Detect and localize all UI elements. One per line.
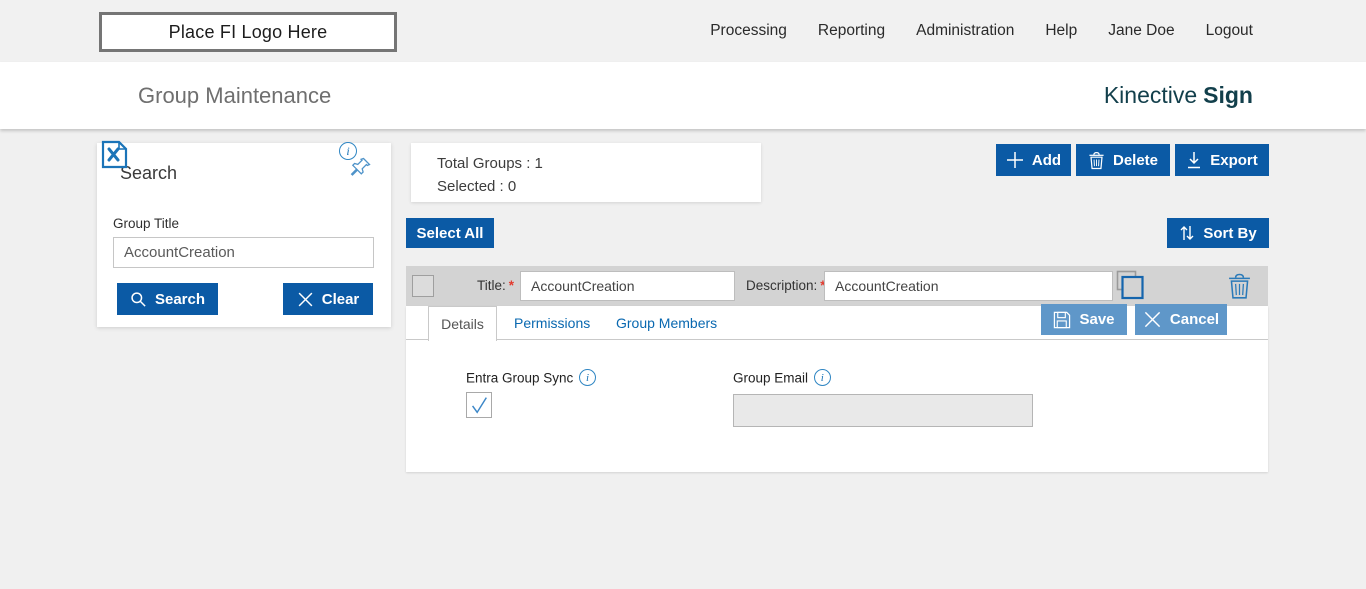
tab-group-members[interactable]: Group Members xyxy=(616,306,717,340)
entra-group-sync-info-icon[interactable]: i xyxy=(579,369,597,386)
nav-administration[interactable]: Administration xyxy=(916,22,1015,39)
title-label-text: Title: xyxy=(477,278,506,293)
group-email-label-text: Group Email xyxy=(733,370,809,386)
title-required-marker: * xyxy=(508,278,515,293)
entra-group-sync-checkbox[interactable] xyxy=(466,392,492,418)
row-trash-icon[interactable] xyxy=(1227,271,1252,301)
add-button-label: Add xyxy=(1031,151,1062,169)
brand-product: Sign xyxy=(1203,82,1253,108)
delete-button[interactable]: Delete xyxy=(1076,144,1170,176)
group-toolbar: Add Delete Export xyxy=(996,144,1269,176)
search-button-label: Search xyxy=(154,290,206,308)
trash-icon xyxy=(1089,151,1104,169)
page-header: Group Maintenance i Kinective Sign xyxy=(0,62,1366,169)
nav-logout[interactable]: Logout xyxy=(1205,22,1253,39)
brand-logo: Kinective Sign xyxy=(1104,62,1253,129)
tab-permissions[interactable]: Permissions xyxy=(514,306,590,340)
add-button[interactable]: Add xyxy=(996,144,1071,176)
cancel-button[interactable]: Cancel xyxy=(1135,304,1227,335)
top-bar: Place FI Logo Here Processing Reporting … xyxy=(0,0,1366,62)
group-email-label: Group Email i xyxy=(733,369,831,386)
export-button[interactable]: Export xyxy=(1175,144,1269,176)
selected-count-text: Selected : 0 xyxy=(437,178,517,195)
sort-by-button[interactable]: Sort By xyxy=(1167,218,1269,248)
select-all-label: Select All xyxy=(416,224,484,242)
nav-reporting[interactable]: Reporting xyxy=(817,22,886,39)
entra-group-sync-label: Entra Group Sync i xyxy=(466,369,597,386)
copy-icon[interactable] xyxy=(1116,270,1145,301)
save-button[interactable]: Save xyxy=(1041,304,1127,335)
clear-button-label: Clear xyxy=(321,290,360,308)
clear-button[interactable]: Clear xyxy=(283,283,373,315)
brand-name: Kinective xyxy=(1103,82,1198,108)
search-panel-title: Search xyxy=(120,163,178,183)
description-label: Description: * xyxy=(746,278,826,293)
title-input[interactable] xyxy=(520,271,735,301)
description-required-marker: * xyxy=(820,278,826,293)
export-button-label: Export xyxy=(1210,151,1258,169)
group-title-search-input[interactable] xyxy=(113,237,374,268)
group-email-input xyxy=(733,394,1033,427)
group-title-label: Group Title xyxy=(113,216,180,231)
group-detail-panel: Details Permissions Group Members Save C… xyxy=(406,304,1268,472)
fi-logo-placeholder: Place FI Logo Here xyxy=(99,12,397,52)
total-groups-text: Total Groups : 1 xyxy=(437,155,543,172)
top-navigation: Processing Reporting Administration Help… xyxy=(710,0,1253,62)
group-email-info-icon[interactable]: i xyxy=(813,369,831,386)
sort-by-label: Sort By xyxy=(1203,224,1257,242)
cancel-button-label: Cancel xyxy=(1169,311,1220,328)
sort-icon xyxy=(1180,226,1194,240)
tab-permissions-label: Permissions xyxy=(514,315,591,331)
title-label: Title: * xyxy=(477,278,514,293)
group-row: Title:* Description:* xyxy=(406,266,1268,306)
nav-help[interactable]: Help xyxy=(1045,22,1078,39)
summary-box: Total Groups : 1 Selected : 0 xyxy=(411,143,761,202)
group-maintenance-icon xyxy=(101,140,128,169)
tab-details[interactable]: Details xyxy=(428,306,497,341)
group-row-checkbox[interactable] xyxy=(412,275,434,297)
description-label-text: Description: xyxy=(746,278,818,293)
save-button-label: Save xyxy=(1079,311,1115,328)
tab-group-members-label: Group Members xyxy=(616,315,718,331)
save-icon xyxy=(1054,311,1071,328)
clear-x-icon xyxy=(298,292,313,306)
cancel-x-icon xyxy=(1144,311,1161,328)
plus-icon xyxy=(1006,152,1023,168)
search-panel: Search Group Title Search Clear xyxy=(97,143,391,327)
search-button[interactable]: Search xyxy=(117,283,218,315)
page-title-info-icon[interactable]: i xyxy=(339,142,357,160)
fi-logo-text: Place FI Logo Here xyxy=(168,21,328,42)
pin-icon[interactable] xyxy=(349,155,373,179)
nav-processing[interactable]: Processing xyxy=(710,22,787,39)
download-icon xyxy=(1188,152,1201,169)
search-icon xyxy=(131,291,146,307)
tab-details-label: Details xyxy=(441,316,484,332)
delete-button-label: Delete xyxy=(1112,151,1159,169)
select-all-button[interactable]: Select All xyxy=(406,218,494,248)
checkmark-icon xyxy=(471,397,487,414)
page-title: Group Maintenance xyxy=(138,83,332,108)
nav-user-menu[interactable]: Jane Doe xyxy=(1108,22,1175,39)
entra-group-sync-label-text: Entra Group Sync xyxy=(466,370,574,386)
description-input[interactable] xyxy=(824,271,1113,301)
tab-bar xyxy=(406,306,1268,340)
